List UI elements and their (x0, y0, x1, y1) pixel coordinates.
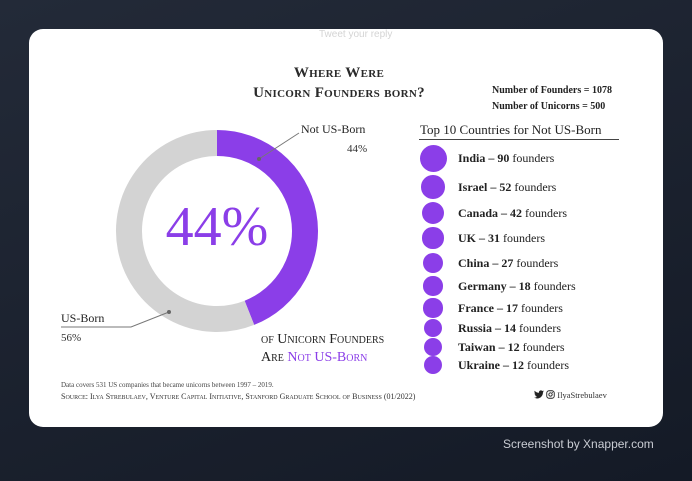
country-name: Israel – 52 (458, 180, 512, 194)
donut-slice-us-born (116, 130, 255, 332)
country-label: China – 27 founders (458, 256, 558, 270)
title-line-1: Where Were (293, 65, 385, 81)
country-name: India – 90 (458, 151, 510, 165)
watermark: Screenshot by Xnapper.com (503, 437, 654, 451)
country-unit: founders (522, 206, 568, 220)
donut-slice-not-us-born (216, 130, 318, 325)
country-name: UK – 31 (458, 231, 500, 245)
caption-line-2: Are Not US-Born (261, 349, 384, 367)
donut-chart (61, 130, 318, 332)
list-item: Russia – 14 founders (29, 318, 663, 348)
list-item: India – 90 founders (29, 144, 663, 178)
country-bubble (421, 175, 445, 199)
list-item: UK – 31 founders (29, 227, 663, 258)
list-item: Israel – 52 founders (29, 175, 663, 207)
country-name: Russia – 14 (458, 321, 517, 335)
list-item: Germany – 18 founders (29, 276, 663, 306)
caption-prefix: Are (261, 350, 288, 365)
country-bubble (421, 201, 445, 225)
country-name: Germany – 18 (458, 279, 531, 293)
social-handle: IlyaStrebulaev (534, 390, 607, 400)
country-name: China – 27 (458, 256, 514, 270)
country-bubble (419, 144, 447, 172)
leader-us-born-dot (167, 310, 171, 314)
country-name: France – 17 (458, 301, 518, 315)
instagram-icon (546, 390, 555, 399)
country-label: Canada – 42 founders (458, 206, 567, 220)
country-label: France – 17 founders (458, 301, 563, 315)
big-percentage: 44% (165, 196, 269, 258)
countries-list-rule (419, 139, 619, 140)
caption-line-1: of Unicorn Founders (261, 332, 385, 347)
country-unit: founders (530, 279, 576, 293)
country-unit: founders (519, 340, 565, 354)
country-bubble (423, 298, 443, 318)
country-unit: founders (511, 180, 557, 194)
label-not-us-born: Not US-Born (301, 122, 366, 136)
country-label: Israel – 52 founders (458, 180, 556, 194)
leader-us-born (61, 311, 170, 328)
country-bubble (422, 252, 444, 274)
pct-us-born: 56% (61, 332, 82, 344)
country-bubble (423, 276, 443, 296)
country-name: Canada – 42 (458, 206, 523, 220)
title-line-2: Unicorn Founders born? (253, 85, 425, 101)
list-item: China – 27 founders (29, 252, 663, 283)
chart-card: Tweet your reply Where Were Unicorn Foun… (29, 29, 663, 427)
country-name: Taiwan – 12 (458, 340, 520, 354)
handle-text: IlyaStrebulaev (557, 390, 607, 400)
countries-list-title: Top 10 Countries for Not US-Born (420, 122, 602, 137)
country-unit: founders (500, 231, 545, 245)
country-unit: founders (517, 301, 563, 315)
country-label: India – 90 founders (458, 151, 554, 165)
footnote: Data covers 531 US companies that became… (61, 381, 274, 389)
label-us-born: US-Born (61, 311, 105, 325)
country-unit: founders (509, 151, 555, 165)
leader-not-us-born-dot (257, 157, 261, 161)
chart-title: Where Were Unicorn Founders born? (209, 63, 469, 103)
caption-highlight: Not US-Born (287, 350, 368, 365)
list-item: Taiwan – 12 founders (29, 337, 663, 367)
country-label: Russia – 14 founders (458, 321, 561, 335)
country-unit: founders (524, 358, 569, 372)
unicorns-count: Number of Unicorns = 500 (492, 101, 606, 112)
country-bubble (423, 318, 443, 338)
country-name: Ukraine – 12 (458, 358, 524, 372)
leader-not-us-born (258, 132, 300, 160)
founders-count: Number of Founders = 1078 (492, 85, 612, 96)
country-label: Taiwan – 12 founders (458, 340, 565, 354)
list-item: Ukraine – 12 founders (29, 355, 663, 385)
stats-box: Number of Founders = 1078 Number of Unic… (492, 83, 612, 115)
caption: of Unicorn Founders Are Not US-Born (261, 331, 384, 367)
twitter-icon (534, 390, 544, 399)
country-unit: founders (513, 256, 559, 270)
country-label: Ukraine – 12 founders (458, 358, 569, 372)
country-bubble (422, 227, 444, 249)
country-label: UK – 31 founders (458, 231, 545, 245)
country-bubble (423, 337, 443, 357)
pct-not-us-born: 44% (347, 143, 368, 155)
country-label: Germany – 18 founders (458, 279, 576, 293)
faded-reply-text: Tweet your reply (319, 29, 393, 40)
list-item: France – 17 founders (29, 298, 663, 328)
country-bubble (423, 355, 443, 375)
list-item: Canada – 42 founders (29, 201, 663, 233)
country-unit: founders (516, 321, 562, 335)
source-line: Source: Ilya Strebulaev, Venture Capital… (61, 392, 416, 401)
